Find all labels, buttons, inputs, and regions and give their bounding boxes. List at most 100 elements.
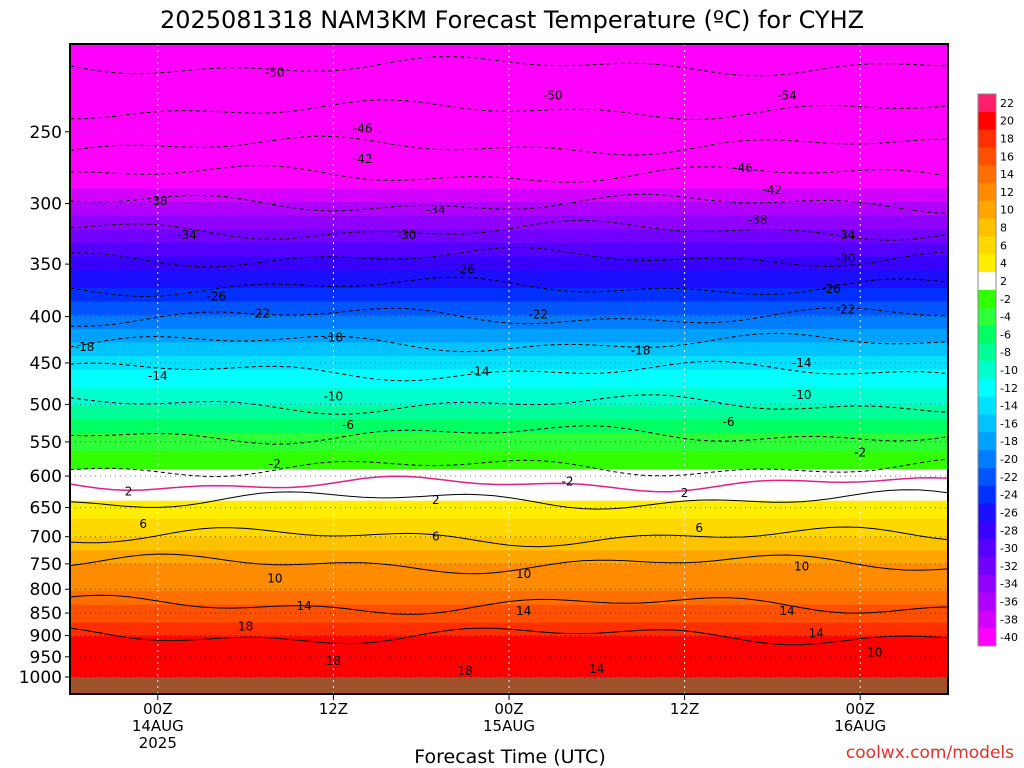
- colorbar-label: 2: [1000, 275, 1007, 288]
- isotherm-line: [69, 526, 949, 548]
- temperature-band: [70, 206, 948, 212]
- colorbar-label: 8: [1000, 222, 1007, 235]
- temperature-band: [70, 116, 948, 122]
- temperature-band: [70, 586, 948, 592]
- y-tick-label: 750: [30, 555, 62, 575]
- contour-label: 10: [794, 559, 809, 573]
- temperature-band: [70, 53, 948, 59]
- contour-label: -6: [723, 415, 735, 429]
- temperature-band: [70, 202, 948, 208]
- colorbar-label: -2: [1000, 293, 1011, 306]
- contour-label: -38: [148, 194, 168, 208]
- temperature-band: [70, 247, 948, 253]
- contour-label: 6: [695, 521, 703, 535]
- temperature-band: [70, 663, 948, 669]
- temperature-band: [70, 111, 948, 117]
- colorbar-label: -20: [1000, 453, 1018, 466]
- x-tick-label: 12Z: [670, 700, 699, 718]
- temperature-band: [70, 640, 948, 646]
- temperature-band: [70, 346, 948, 353]
- contour-label: 14: [296, 599, 311, 613]
- contour-label: -34: [836, 228, 856, 242]
- colorbar-label: -26: [1000, 506, 1018, 519]
- temperature-band: [70, 613, 948, 619]
- colorbar-label: -36: [1000, 595, 1018, 608]
- colorbar-swatch: [978, 272, 996, 291]
- freezing-line: [69, 475, 949, 493]
- colorbar-swatch: [978, 147, 996, 166]
- temperature-band: [70, 301, 948, 307]
- temperature-band: [70, 57, 948, 63]
- contour-label: -14: [148, 369, 168, 383]
- colorbar-swatch: [978, 254, 996, 273]
- temperature-band: [70, 604, 948, 610]
- contour-label: 18: [326, 654, 341, 668]
- contour-label: -30: [397, 228, 417, 242]
- contour-label: -46: [733, 161, 753, 175]
- colorbar-swatch: [978, 467, 996, 487]
- contour-label: -42: [353, 152, 373, 166]
- temperature-band: [70, 437, 948, 443]
- temperature-band: [70, 478, 948, 484]
- colorbar-label: 18: [1000, 133, 1014, 146]
- x-tick-label: 00Z: [494, 700, 523, 718]
- y-tick-label: 950: [30, 648, 62, 668]
- colorbar: 22 20 18 16 14 12 10 8 6 4 2 -2 -4 -6 -8 -10 -12 -14 -16 -1…: [977, 93, 1018, 647]
- colorbar-label: -14: [1000, 400, 1018, 413]
- colorbar-label: 16: [1000, 150, 1014, 163]
- temperature-band: [70, 224, 948, 230]
- temperature-band: [70, 62, 948, 68]
- temperature-band: [70, 554, 948, 561]
- contour-label: -10: [324, 389, 344, 403]
- temperature-band: [70, 374, 948, 380]
- colorbar-label: 10: [1000, 204, 1014, 217]
- colorbar-label: 12: [1000, 186, 1014, 199]
- temperature-band: [70, 98, 948, 104]
- x-tick-label: 14AUG: [132, 717, 184, 735]
- y-tick-label: 800: [30, 580, 62, 600]
- contour-label: 14: [589, 662, 604, 676]
- colorbar-label: 20: [1000, 115, 1014, 128]
- contour-label: -18: [631, 344, 651, 358]
- contour-label: 14: [779, 604, 794, 618]
- y-tick-label: 900: [30, 627, 62, 647]
- temperature-band: [70, 256, 948, 262]
- x-tick-label: 2025: [139, 734, 177, 752]
- temperature-band: [70, 265, 948, 271]
- temperature-band: [70, 383, 948, 389]
- contour-label: -54: [777, 89, 797, 103]
- temperature-band: [70, 328, 948, 334]
- contour-label: -14: [470, 365, 490, 379]
- temperature-band: [70, 423, 948, 429]
- colorbar-swatch: [978, 236, 996, 255]
- temperature-band: [70, 550, 948, 556]
- colorbar-swatch: [978, 218, 996, 237]
- temperature-band: [70, 428, 948, 434]
- colorbar-swatch: [978, 289, 996, 309]
- temperature-band: [70, 220, 948, 226]
- y-tick-label: 600: [30, 467, 62, 487]
- colorbar-swatch: [978, 556, 996, 576]
- isotherm-line: [69, 332, 949, 353]
- colorbar-label: -18: [1000, 435, 1018, 448]
- contour-label: -18: [75, 340, 95, 354]
- temperature-band: [70, 44, 948, 50]
- colorbar-swatch: [978, 183, 996, 202]
- temperature-band: [70, 188, 948, 194]
- isotherm-line: [69, 99, 949, 121]
- contour-lines: [69, 56, 949, 646]
- contour-label: 10: [516, 567, 531, 581]
- temperature-band: [70, 283, 948, 289]
- temperature-band: [70, 464, 948, 470]
- colorbar-swatch: [978, 539, 996, 558]
- isotherm-line: [69, 360, 949, 382]
- contour-label: -34: [177, 228, 197, 242]
- contour-label: -26: [207, 289, 227, 303]
- isotherm-line: [70, 246, 949, 268]
- contour-label: -34: [426, 203, 446, 217]
- temperature-band: [70, 532, 948, 538]
- y-tick-label: 550: [30, 433, 62, 453]
- colorbar-label: 4: [1000, 257, 1007, 270]
